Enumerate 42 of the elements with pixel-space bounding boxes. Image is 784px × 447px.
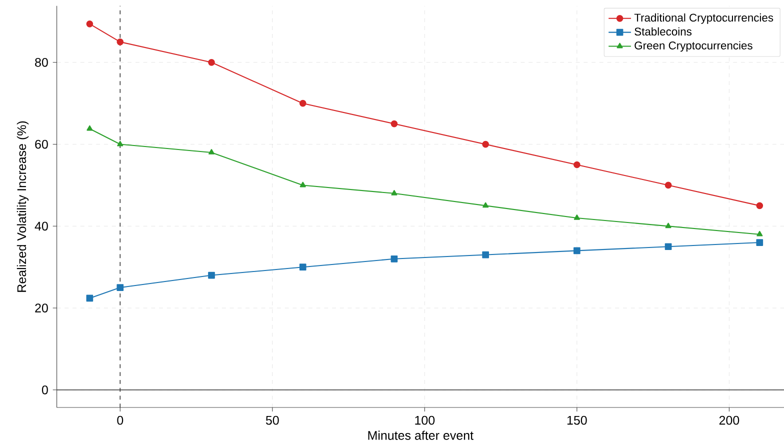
point xyxy=(665,222,672,228)
point xyxy=(756,202,764,210)
y-tick-label: 0 xyxy=(42,385,48,394)
legend-label: Stablecoins xyxy=(634,27,692,36)
y-tick-label: 60 xyxy=(35,140,48,149)
point xyxy=(574,214,580,220)
y-axis-title: Realized Volatility Increase (%) xyxy=(16,121,29,292)
point xyxy=(391,190,398,196)
point xyxy=(116,284,124,291)
point xyxy=(299,100,306,107)
point xyxy=(482,140,489,148)
point xyxy=(86,294,94,302)
point xyxy=(664,182,672,189)
point xyxy=(117,140,124,146)
point xyxy=(208,59,215,66)
x-tick-label: 0 xyxy=(117,416,124,425)
y-tick-label: 80 xyxy=(35,58,48,67)
point xyxy=(482,202,489,208)
point xyxy=(390,255,398,262)
x-tick-label: 50 xyxy=(266,416,279,425)
point xyxy=(86,125,93,131)
x-tick-label: 200 xyxy=(719,416,740,425)
x-axis-title: Minutes after event xyxy=(368,430,474,440)
point xyxy=(756,239,764,246)
x-tick-label: 150 xyxy=(567,416,587,425)
point xyxy=(300,182,306,188)
point xyxy=(116,38,124,46)
x-tick-label: 100 xyxy=(415,416,435,425)
point xyxy=(756,230,763,236)
point xyxy=(482,251,489,258)
legend-label: Traditional Cryptocurrencies xyxy=(634,13,774,24)
point xyxy=(208,149,215,154)
point xyxy=(208,272,215,279)
point xyxy=(390,120,398,128)
point xyxy=(86,20,94,28)
legend-label: Green Cryptocurrencies xyxy=(634,41,752,52)
point xyxy=(574,161,580,168)
y-tick-label: 20 xyxy=(35,304,48,312)
point xyxy=(299,264,306,271)
y-tick-label: 40 xyxy=(34,222,48,231)
point xyxy=(574,247,580,254)
point xyxy=(664,243,672,250)
